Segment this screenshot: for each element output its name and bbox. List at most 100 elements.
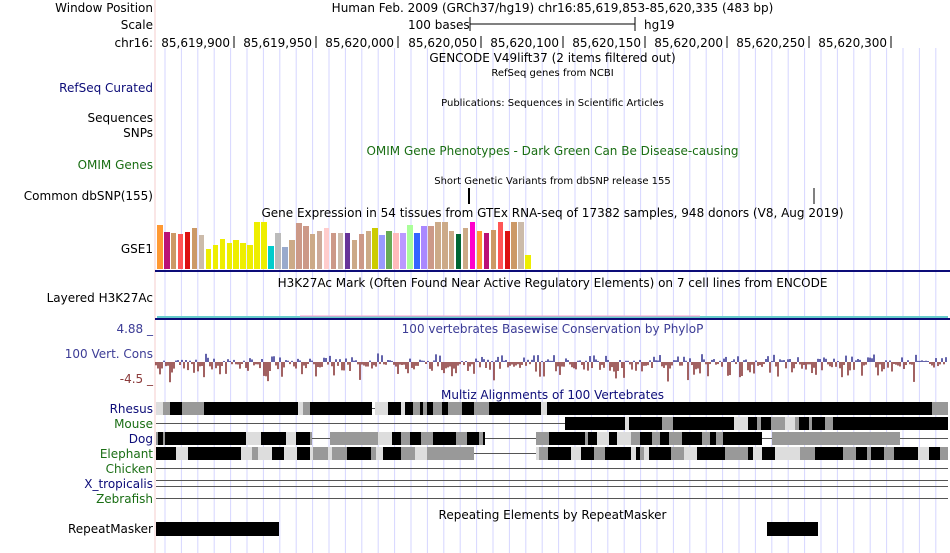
alignment-block [825,417,833,430]
window-position-value: Human Feb. 2009 (GRCh37/hg19) chr16:85,6… [331,1,774,15]
gtex-tissue-bar[interactable] [163,232,170,269]
alignment-block [644,447,649,460]
alignment-block [210,432,218,445]
gtex-tissue-bar[interactable] [386,231,392,269]
gse1-label[interactable]: GSE1 [120,242,153,256]
gtex-tissue-bar[interactable] [170,233,177,269]
gtex-tissue-bar[interactable] [490,230,497,269]
gtex-tissue-bar[interactable] [483,233,490,269]
species-x-tropicalis[interactable]: X_tropicalis [84,477,153,491]
gtex-tissue-bar[interactable] [525,255,531,269]
alignment-block [156,486,948,487]
ruler-tick-label: 85,619,900 [161,36,230,50]
phylop-label[interactable]: 100 Vert. Cons [64,347,153,361]
gtex-tissue-bar[interactable] [323,228,330,269]
alignment-block [725,447,737,460]
gtex-tissue-bar[interactable] [351,240,358,269]
gtex-tissue-bar[interactable] [435,222,441,269]
gtex-tissue-bar[interactable] [289,240,295,269]
alignment-block [170,402,177,415]
repeat-element[interactable] [767,522,818,536]
species-elephant[interactable]: Elephant [99,447,153,461]
gtex-tissue-bar[interactable] [400,233,406,269]
gtex-tissue-bar[interactable] [462,228,469,269]
gtex-tissue-bar[interactable] [296,223,302,269]
gtex-tissue-bar[interactable] [177,234,184,269]
alignment-block [156,498,948,499]
gtex-tissue-bar[interactable] [441,222,448,269]
gtex-tissue-bar[interactable] [282,247,288,269]
gtex-tissue-bar[interactable] [184,232,191,269]
alignment-block [617,432,631,445]
species-dog[interactable]: Dog [128,432,153,446]
gtex-tissue-bar[interactable] [428,226,434,269]
gtex-tissue-bar[interactable] [393,233,399,269]
gtex-tissue-bar[interactable] [414,233,420,269]
gtex-tissue-bar[interactable] [365,231,372,269]
alignment-block [323,402,326,415]
ruler-tick-label: 85,620,050 [408,36,477,50]
repeat-element[interactable] [156,522,279,536]
gtex-tissue-bar[interactable] [511,222,518,269]
gtex-tissue-bar[interactable] [198,235,205,269]
alignment-block [750,432,760,445]
ruler-tick-label: 85,620,200 [654,36,723,50]
gtex-tissue-bar[interactable] [268,246,274,269]
gtex-tissue-bar[interactable] [219,239,226,269]
alignment-block [539,447,548,460]
gtex-tissue-bar[interactable] [497,222,504,269]
alignment-block [737,417,748,430]
gtex-tissue-bar[interactable] [421,226,427,269]
omim-genes-label[interactable]: OMIM Genes [77,158,153,172]
gtex-tissue-bar[interactable] [455,234,462,269]
gtex-tissue-bar[interactable] [302,226,309,269]
gtex-tissue-bar[interactable] [448,231,455,269]
gtex-tissue-bar[interactable] [476,231,483,269]
gtex-tissue-bar[interactable] [205,249,212,269]
species-zebrafish[interactable]: Zebrafish [96,492,153,506]
repeatmasker-label[interactable]: RepeatMasker [67,522,153,536]
gtex-tissue-bar[interactable] [254,222,260,269]
species-mouse[interactable]: Mouse [114,417,153,431]
alignment-block [462,402,474,415]
alignment-block [713,417,724,430]
gtex-tissue-bar[interactable] [504,231,511,269]
gtex-tissue-bar[interactable] [226,243,233,269]
scale-value: 100 bases [408,18,470,32]
gtex-tissue-bar[interactable] [518,222,524,269]
alignment-block [665,432,669,445]
gtex-tissue-bar[interactable] [372,228,379,269]
gtex-tissue-bar[interactable] [261,222,267,269]
alignment-block [182,402,190,415]
dbsnp-label[interactable]: Common dbSNP(155) [23,189,153,203]
gtex-tissue-bar[interactable] [337,233,344,269]
gtex-tissue-bar[interactable] [212,245,219,269]
gtex-tissue-bar[interactable] [309,234,316,269]
alignment-block [642,432,652,445]
gtex-tissue-bar[interactable] [379,235,385,269]
gtex-tissue-bar[interactable] [240,243,246,269]
snps-label[interactable]: SNPs [123,126,153,140]
gtex-tissue-bar[interactable] [344,233,351,269]
alignment-block [330,432,378,445]
gtex-tissue-bar[interactable] [407,225,413,269]
gtex-tissue-bar[interactable] [330,233,337,269]
gtex-tissue-bar[interactable] [247,245,253,269]
refseq-curated-label[interactable]: RefSeq Curated [59,81,153,95]
gtex-tissue-bar[interactable] [358,234,365,269]
gtex-tissue-bar[interactable] [191,228,198,269]
gtex-tissue-bar[interactable] [233,240,240,269]
gtex-tissue-bar[interactable] [469,222,476,269]
alignment-block [423,402,427,415]
alignment-block [413,402,420,415]
species-chicken[interactable]: Chicken [105,462,153,476]
gtex-tissue-bar[interactable] [157,225,163,269]
species-rhesus[interactable]: Rhesus [109,402,153,416]
h3k27ac-label[interactable]: Layered H3K27Ac [46,291,153,305]
gtex-tissue-bar[interactable] [316,231,323,269]
gtex-tissue-bar[interactable] [275,233,281,269]
alignment-block [405,402,413,415]
alignment-block [772,432,900,445]
sequences-label[interactable]: Sequences [87,111,153,125]
